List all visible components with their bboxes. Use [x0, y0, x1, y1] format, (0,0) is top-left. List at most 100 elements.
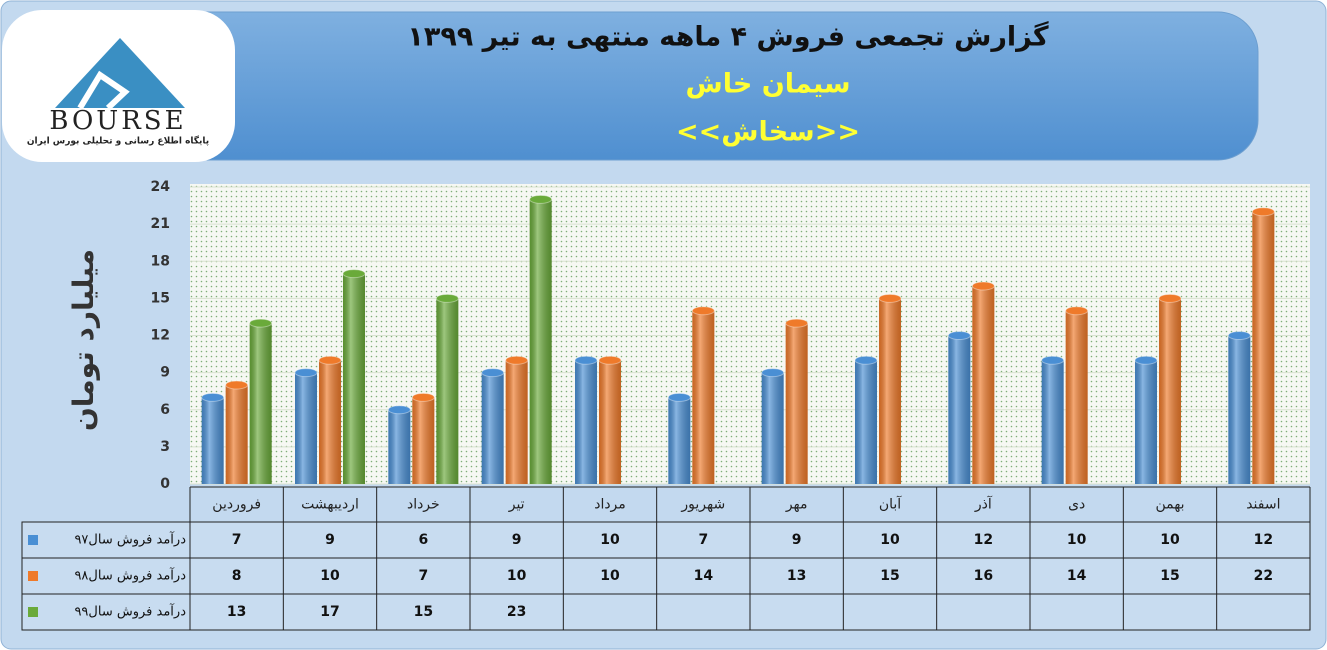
y-tick-label: 21 [151, 216, 170, 232]
x-tick-label: بهمن [1155, 497, 1184, 513]
bar-cap [201, 392, 225, 402]
x-tick-label: آذر [974, 496, 993, 513]
bar-cap [481, 368, 505, 378]
bar-cap [294, 368, 318, 378]
bar-cap [1065, 306, 1089, 316]
bar-shade [668, 397, 691, 484]
bar-cap [318, 355, 342, 365]
logo-tagline: پایگاه اطلاع رسانی و تحلیلی بورس ایران [27, 135, 209, 147]
bar-cap [411, 392, 435, 402]
y-axis-label: میلیارد تومان [67, 249, 100, 431]
bar-shade [879, 298, 901, 484]
bar-shade [599, 360, 621, 484]
symbol: <<سخاش>> [676, 117, 860, 148]
bar-cap [505, 355, 529, 365]
table-cell: 10 [600, 532, 620, 548]
bar-shade [388, 409, 411, 484]
bar-shade [505, 360, 528, 484]
table-cell: 10 [1067, 532, 1087, 548]
y-tick-label: 0 [160, 476, 170, 492]
bar-cap [1227, 331, 1251, 340]
bar-cap [667, 392, 691, 402]
table-cell: 10 [600, 568, 620, 584]
bar-cap [1251, 207, 1275, 217]
bar-cap [1134, 355, 1158, 365]
bar-shade [972, 286, 995, 484]
bar-cap [598, 355, 622, 365]
bar-cap [574, 355, 598, 365]
table-cell: 9 [792, 532, 802, 548]
bar-shade [225, 385, 248, 484]
bar-shade [343, 273, 365, 484]
bar-shade [761, 372, 784, 484]
chart-subtitle: سیمان خاش [685, 69, 850, 100]
bar-shade [575, 360, 597, 484]
bar-shade [1252, 211, 1275, 484]
logo-lines [77, 70, 130, 111]
table-cell: 9 [512, 532, 522, 548]
y-tick-label: 6 [160, 402, 170, 418]
bar-cap [529, 194, 553, 204]
legend-label: درآمد فروش سال۹۷ [74, 531, 186, 548]
legend-swatch [28, 535, 38, 545]
table-cell: 23 [507, 604, 526, 620]
chart-title: گزارش تجمعی فروش ۴ ماهه منتهی به تیر ۱۳۹… [407, 21, 1049, 53]
bar-cap [971, 281, 995, 291]
x-tick-label: فروردین [212, 497, 261, 513]
x-tick-label: شهریور [680, 497, 725, 513]
x-tick-label: اسفند [1246, 497, 1280, 513]
table-cell: 14 [1067, 568, 1087, 584]
table-cell: 12 [1254, 532, 1273, 548]
bar-cap [342, 269, 366, 279]
table-cell: 15 [1160, 568, 1179, 584]
bar-cap [947, 331, 971, 340]
table-cell: 10 [880, 532, 900, 548]
table-cell: 7 [232, 532, 242, 548]
x-tick-label: اردیبهشت [301, 497, 359, 513]
bar-shade [855, 360, 877, 484]
bar-cap [691, 306, 715, 316]
y-tick-label: 24 [151, 179, 171, 195]
bar-cap [249, 318, 273, 328]
x-tick-label: خرداد [407, 497, 440, 513]
table-cell: 13 [787, 568, 806, 584]
bar-cap [854, 355, 878, 365]
bar-shade [436, 298, 459, 484]
bar-shade [948, 335, 971, 484]
legend-label: درآمد فروش سال۹۸ [74, 567, 186, 584]
x-tick-label: دی [1068, 497, 1085, 513]
bar-cap [225, 380, 249, 390]
bar-shade [692, 310, 715, 484]
x-tick-label: تیر [508, 497, 525, 513]
legend-swatch [28, 607, 38, 617]
bar-cap [785, 318, 809, 328]
legend-label: درآمد فروش سال۹۹ [74, 603, 186, 620]
bar-shade [295, 372, 317, 484]
x-tick-label: مرداد [594, 497, 626, 513]
table-cell: 6 [418, 532, 428, 548]
y-tick-label: 15 [151, 290, 170, 306]
y-tick-label: 18 [151, 253, 170, 269]
table-cell: 14 [694, 568, 714, 584]
x-tick-label: مهر [785, 497, 808, 513]
bar-shade [1041, 360, 1064, 484]
table-cell: 16 [974, 568, 993, 584]
bar-shade [1228, 335, 1251, 484]
table-cell: 15 [414, 604, 433, 620]
table-cell: 13 [227, 604, 246, 620]
bar-shade [481, 372, 504, 484]
table-cell: 17 [320, 604, 339, 620]
bar-shade [1135, 360, 1157, 484]
bar-cap [761, 368, 785, 378]
table-cell: 10 [507, 568, 527, 584]
x-tick-label: آبان [879, 496, 902, 513]
y-tick-label: 3 [160, 439, 170, 455]
bar-cap [878, 293, 902, 303]
bar-shade [412, 397, 435, 484]
bar-shade [201, 397, 224, 484]
bar-shade [319, 360, 341, 484]
bar-cap [1158, 293, 1182, 303]
table-cell: 7 [418, 568, 428, 584]
table-cell: 8 [232, 568, 242, 584]
